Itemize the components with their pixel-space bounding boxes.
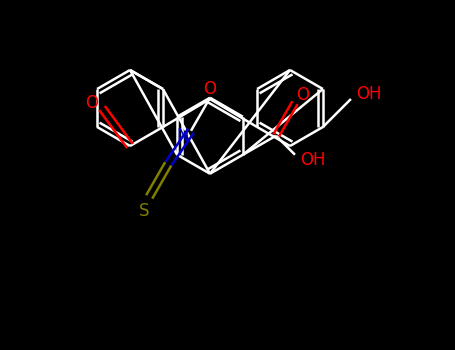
Text: O: O [86, 94, 98, 112]
Text: OH: OH [300, 151, 326, 169]
Text: O: O [297, 86, 309, 104]
Text: N: N [177, 127, 189, 145]
Text: O: O [203, 80, 217, 98]
Text: OH: OH [356, 85, 382, 103]
Text: S: S [139, 202, 149, 220]
